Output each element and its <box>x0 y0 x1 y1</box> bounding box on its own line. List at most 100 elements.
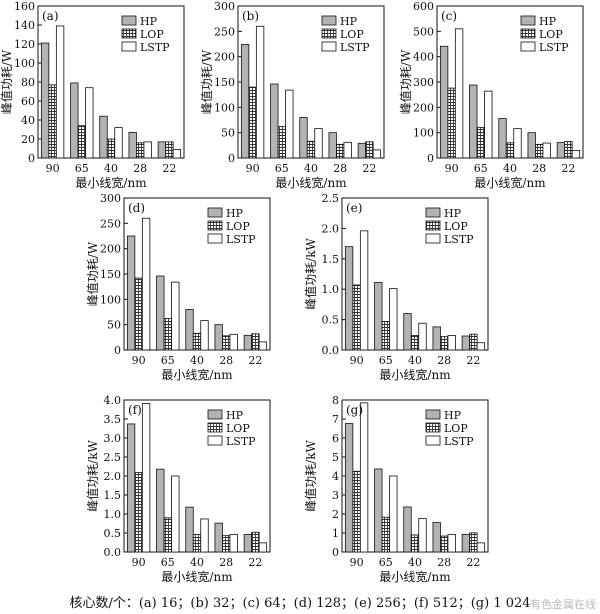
y-tick-label: 0 <box>228 152 235 165</box>
bar-lstp-28 <box>542 142 551 159</box>
bar-lstp-65 <box>171 475 180 553</box>
bar-hp-65 <box>374 468 383 553</box>
chart-panel-e: 0.0 0.5 1.0 1.5 2.0 2.5 90 65 40 28 22 (e) HPLOPLSTP… <box>303 192 489 382</box>
bar-hp-28 <box>527 132 536 159</box>
bar-hp-40 <box>403 506 412 553</box>
legend-label-hp: HP <box>140 15 158 28</box>
legend-swatch-hp <box>207 207 223 218</box>
bar-lstp-40 <box>200 518 209 553</box>
y-tick-label: 150 <box>214 76 235 89</box>
y-tick-label: 7 <box>332 413 339 426</box>
bar-hp-65 <box>70 82 79 159</box>
bar-lop-90 <box>447 87 456 159</box>
y-tick-label: 3.0 <box>104 432 122 445</box>
bar-lstp-40 <box>314 128 323 159</box>
bar-hp-40 <box>403 313 412 351</box>
bar-lstp-65 <box>285 89 294 159</box>
bar-lstp-22 <box>258 341 268 351</box>
x-tick-label: 90 <box>445 162 459 175</box>
x-tick-label: 22 <box>248 354 262 367</box>
watermark: 有色金属在线 <box>530 598 596 611</box>
legend-swatch-lstp <box>207 233 223 244</box>
bar-lop-90 <box>134 472 143 553</box>
bar-lop-28 <box>440 535 449 553</box>
bar-hp-90 <box>344 423 354 553</box>
bar-hp-65 <box>270 83 279 159</box>
y-tick-label: 50 <box>221 127 235 140</box>
x-tick-label: 90 <box>132 556 146 569</box>
legend-label-lstp: LSTP <box>140 41 170 54</box>
bar-lstp-90 <box>255 25 265 159</box>
bar-lstp-65 <box>484 90 493 159</box>
y-tick-label: 2.0 <box>322 222 340 235</box>
legend-swatch-hp <box>425 207 441 218</box>
bar-hp-40 <box>498 118 507 159</box>
legend-label-hp: HP <box>226 409 244 422</box>
legend-label-lstp: LSTP <box>226 233 256 246</box>
legend-label-hp: HP <box>539 15 557 28</box>
figure-caption: 核心数/个：(a) 16；(b) 32；(c) 64；(d) 128；(e) 2… <box>69 596 531 611</box>
y-tick-label: 1.5 <box>104 489 122 502</box>
y-tick-label: 2 <box>332 508 339 521</box>
bar-lstp-40 <box>418 322 427 351</box>
y-tick-label: 400 <box>413 51 434 64</box>
y-tick-label: 140 <box>14 19 35 32</box>
y-tick-label: 60 <box>21 95 35 108</box>
y-tick-label: 100 <box>100 293 121 306</box>
y-tick-label: 0 <box>114 344 121 357</box>
y-tick-label: 0 <box>332 546 339 559</box>
bar-lstp-28 <box>229 333 238 351</box>
legend-label-hp: HP <box>340 15 358 28</box>
legend-label-lop: LOP <box>226 422 250 435</box>
x-tick-label: 28 <box>133 162 147 175</box>
bar-lop-22 <box>251 333 260 351</box>
y-tick-label: 150 <box>100 268 121 281</box>
legend-swatch-hp <box>207 409 223 420</box>
y-axis-label: 峰值功耗/W <box>398 49 413 114</box>
x-tick-label: 65 <box>161 354 175 367</box>
y-tick-label: 200 <box>214 51 235 64</box>
legend-label-hp: HP <box>226 207 244 220</box>
legend-label-lstp: LSTP <box>226 435 256 448</box>
bar-hp-65 <box>156 275 165 351</box>
x-tick-label: 65 <box>379 354 393 367</box>
bar-hp-28 <box>214 522 223 553</box>
bar-hp-40 <box>185 309 194 351</box>
legend-label-lstp: LSTP <box>444 233 474 246</box>
y-axis-label: 峰值功耗/W <box>199 49 214 114</box>
bar-hp-65 <box>374 282 383 351</box>
bar-lop-90 <box>48 84 57 159</box>
bar-lop-65 <box>163 517 172 553</box>
legend-swatch-lop <box>520 28 536 39</box>
bar-hp-28 <box>214 324 223 351</box>
y-tick-label: 5 <box>332 451 339 464</box>
bar-hp-22 <box>461 335 471 351</box>
bar-hp-28 <box>432 326 441 351</box>
x-tick-label: 28 <box>437 354 451 367</box>
bar-hp-90 <box>439 45 449 159</box>
bar-lstp-40 <box>513 128 522 159</box>
bar-lop-22 <box>165 141 174 159</box>
legend-label-lstp: LSTP <box>444 435 474 448</box>
legend-label-lop: LOP <box>140 28 164 41</box>
y-axis-label: 峰值功耗/kW <box>85 440 100 512</box>
y-tick-label: 2.5 <box>322 192 340 205</box>
bar-hp-90 <box>344 246 354 351</box>
x-tick-label: 40 <box>408 556 422 569</box>
x-tick-label: 65 <box>474 162 488 175</box>
panel-label: (d) <box>128 201 145 215</box>
x-tick-label: 65 <box>75 162 89 175</box>
x-tick-label: 40 <box>190 556 204 569</box>
x-tick-label: 65 <box>379 556 393 569</box>
x-tick-label: 28 <box>532 162 546 175</box>
x-tick-label: 22 <box>162 162 176 175</box>
x-axis-label: 最小线宽/nm <box>75 175 147 190</box>
x-tick-label: 65 <box>161 556 175 569</box>
bar-hp-90 <box>40 42 50 159</box>
y-tick-label: 4 <box>332 470 339 483</box>
y-axis-label: 峰值功耗/kW <box>303 238 318 310</box>
legend-swatch-hp <box>121 15 137 26</box>
x-tick-label: 28 <box>219 354 233 367</box>
